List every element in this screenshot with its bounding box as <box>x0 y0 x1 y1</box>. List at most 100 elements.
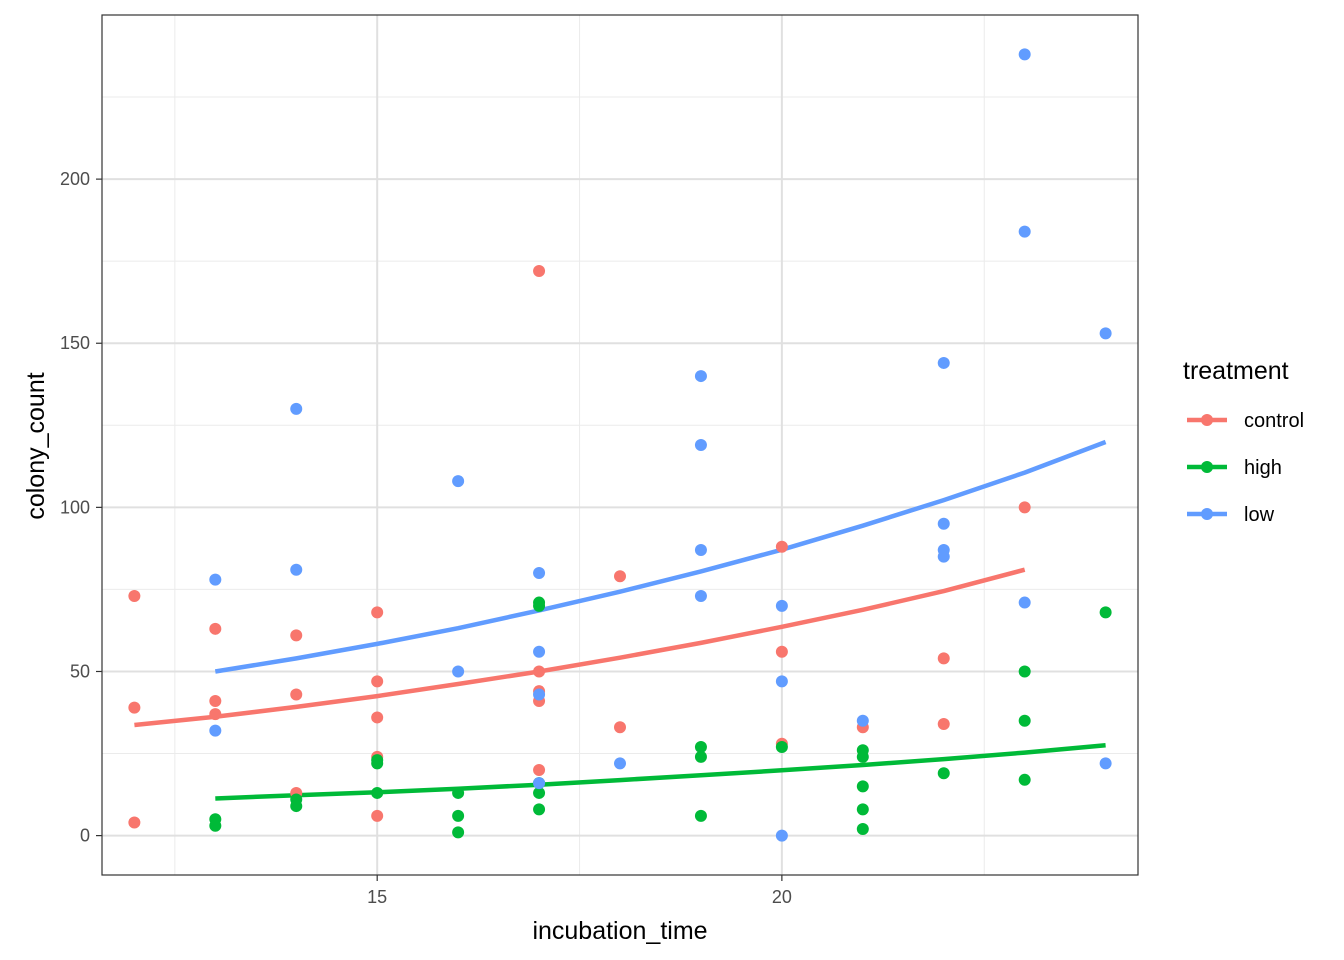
fit-line-high <box>215 743 1106 801</box>
x-tick-label: 20 <box>772 887 792 907</box>
data-point-high <box>694 750 707 763</box>
data-point-high <box>856 780 869 793</box>
data-point-high <box>209 819 222 832</box>
data-point-high <box>856 803 869 816</box>
data-point-low <box>694 589 707 602</box>
legend-point-low <box>1201 508 1213 520</box>
y-tick-label: 50 <box>70 661 90 681</box>
fit-lines <box>134 439 1107 801</box>
data-point-control <box>775 540 788 553</box>
data-point-low <box>452 475 465 488</box>
data-point-control <box>371 675 384 688</box>
legend-point-high <box>1201 461 1213 473</box>
data-point-control <box>209 695 222 708</box>
data-point-low <box>1099 757 1112 770</box>
data-point-control <box>209 622 222 635</box>
data-point-control <box>533 665 546 678</box>
data-point-control <box>209 708 222 721</box>
data-point-low <box>937 550 950 563</box>
data-point-low <box>1099 327 1112 340</box>
legend-label-control: control <box>1244 410 1304 432</box>
y-tick-label: 150 <box>60 333 90 353</box>
data-point-low <box>937 356 950 369</box>
panel-border <box>101 14 1139 876</box>
legend-title: treatment <box>1183 357 1289 385</box>
data-point-high <box>533 599 546 612</box>
data-point-low <box>533 777 546 790</box>
data-point-high <box>371 786 384 799</box>
data-point-control <box>290 688 303 701</box>
y-tick-label: 100 <box>60 497 90 517</box>
data-point-control <box>371 809 384 822</box>
data-point-high <box>856 750 869 763</box>
x-tick-label: 15 <box>367 887 387 907</box>
data-point-control <box>937 718 950 731</box>
data-points <box>128 48 1112 842</box>
data-point-low <box>937 517 950 530</box>
data-point-low <box>856 714 869 727</box>
fit-line-low <box>214 439 1107 674</box>
legend-label-low: low <box>1244 504 1275 526</box>
data-point-low <box>209 724 222 737</box>
y-tick-label: 0 <box>80 826 90 846</box>
data-point-high <box>694 809 707 822</box>
data-point-low <box>614 757 626 770</box>
data-point-high <box>775 740 788 753</box>
data-point-low <box>1018 596 1031 609</box>
x-axis-title: incubation_time <box>532 917 707 945</box>
axis-ticks <box>96 178 783 881</box>
data-point-control <box>614 721 626 734</box>
data-point-low <box>775 599 788 612</box>
fit-line-control <box>134 567 1026 728</box>
data-point-low <box>452 665 465 678</box>
data-point-low <box>1018 225 1031 238</box>
data-point-low <box>533 645 546 658</box>
data-point-control <box>533 265 546 278</box>
legend-label-high: high <box>1244 457 1282 479</box>
data-point-high <box>452 826 465 839</box>
major-gridlines <box>102 15 1138 875</box>
data-point-control <box>937 652 950 665</box>
data-point-low <box>1018 48 1031 61</box>
data-point-control <box>290 629 303 642</box>
data-point-control <box>371 606 384 619</box>
data-point-high <box>533 803 546 816</box>
data-point-control <box>775 645 788 658</box>
data-point-low <box>290 563 303 576</box>
data-point-control <box>128 589 141 602</box>
data-point-low <box>533 567 546 580</box>
data-point-control <box>533 763 546 776</box>
data-point-high <box>1018 665 1031 678</box>
data-point-high <box>452 786 465 799</box>
data-point-control <box>128 701 141 714</box>
data-point-high <box>856 823 869 836</box>
data-point-high <box>1018 714 1031 727</box>
data-point-high <box>290 800 303 813</box>
data-point-high <box>1099 606 1112 619</box>
data-point-control <box>1018 501 1031 514</box>
data-point-low <box>694 544 707 557</box>
data-point-low <box>694 439 707 451</box>
y-tick-label: 200 <box>60 169 90 189</box>
data-point-high <box>371 757 384 770</box>
legend-point-control <box>1201 414 1213 426</box>
data-point-low <box>533 688 546 701</box>
data-point-high <box>452 809 465 822</box>
data-point-low <box>209 573 222 586</box>
legend-keys: control high low <box>1187 410 1304 526</box>
data-point-control <box>128 816 141 829</box>
data-point-low <box>775 829 788 842</box>
data-point-low <box>775 675 788 688</box>
legend: treatment control high low <box>1183 357 1304 526</box>
y-axis-title: colony_count <box>22 372 50 519</box>
data-point-low <box>290 402 303 415</box>
data-point-high <box>1018 773 1031 786</box>
data-point-high <box>694 740 707 753</box>
data-point-high <box>937 767 950 780</box>
data-point-control <box>371 711 384 724</box>
data-point-control <box>614 570 626 583</box>
data-point-low <box>694 370 707 383</box>
